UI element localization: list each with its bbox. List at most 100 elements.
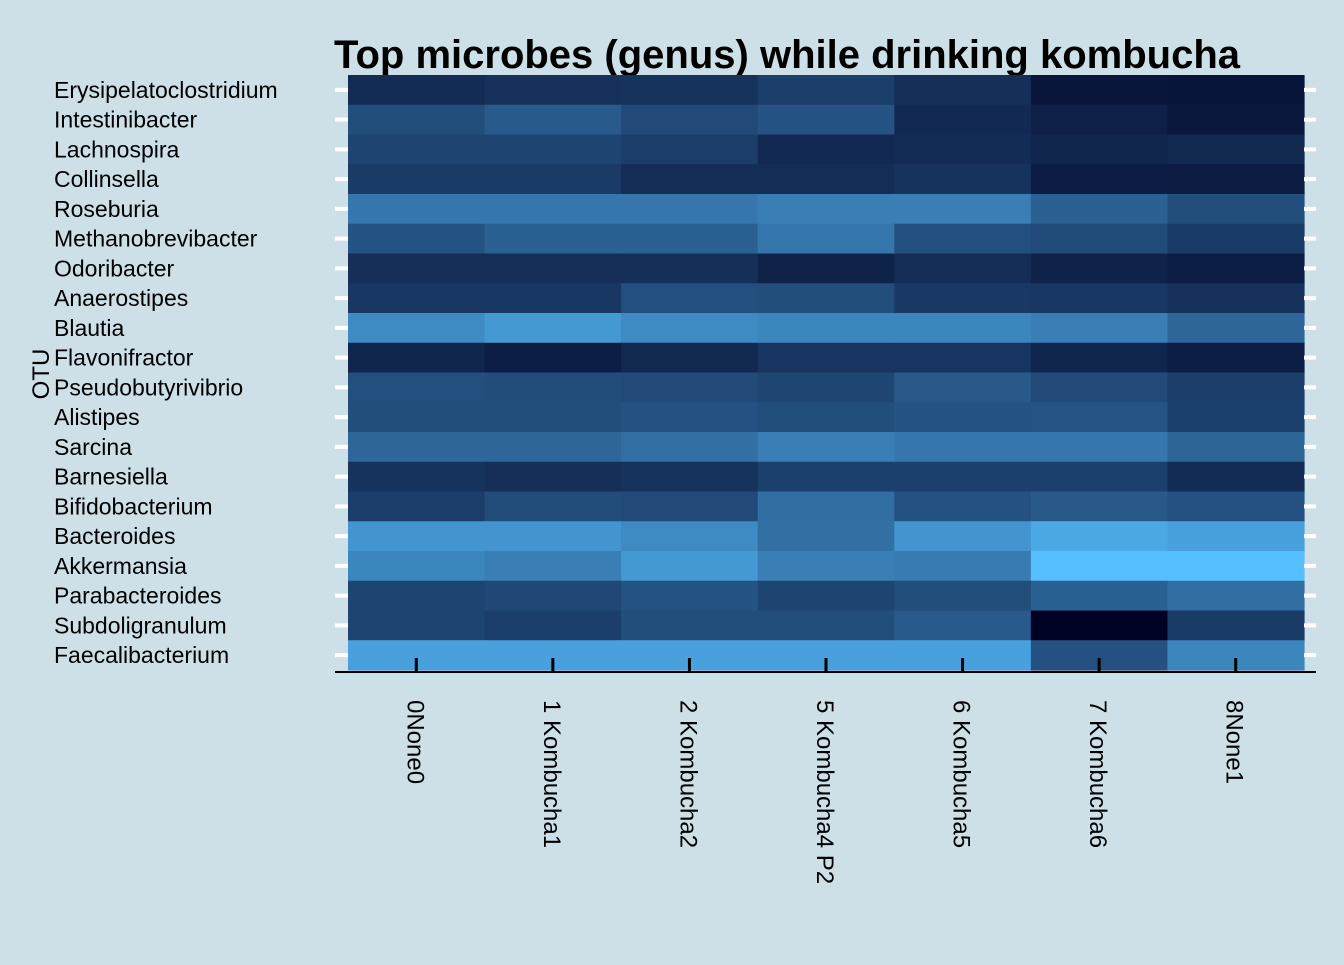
y-tick-label: Parabacteroides <box>54 583 222 609</box>
heatmap-cell <box>621 313 759 344</box>
heatmap-cell <box>757 551 895 582</box>
heatmap-cell <box>894 372 1032 403</box>
heatmap-cell <box>1030 313 1169 344</box>
x-tick-label: 8None1 <box>1221 700 1248 784</box>
heatmap-cell <box>1030 164 1169 195</box>
heatmap-cell <box>348 134 486 165</box>
heatmap-cell <box>757 313 895 344</box>
x-tick-label: 1 Kombucha1 <box>538 700 565 848</box>
heatmap-cell <box>348 551 486 582</box>
y-axis-title: OTU <box>28 349 55 400</box>
y-tick-label: Erysipelatoclostridium <box>54 77 278 103</box>
heatmap-cell <box>484 253 622 284</box>
heatmap-cell <box>1030 580 1169 612</box>
heatmap-cell <box>894 75 1032 106</box>
heatmap-cell <box>621 283 759 314</box>
heatmap-cell <box>1030 223 1169 255</box>
heatmap-cell <box>621 491 759 522</box>
x-tick-label: 6 Kombucha5 <box>948 700 975 848</box>
heatmap-cell <box>621 580 759 612</box>
x-tick-label: 7 Kombucha6 <box>1084 700 1111 848</box>
y-tick-label: Barnesiella <box>54 464 168 490</box>
heatmap-cell <box>894 580 1032 612</box>
heatmap-cell <box>484 164 622 195</box>
heatmap-cell <box>894 402 1032 433</box>
heatmap-cell <box>757 223 895 255</box>
heatmap-cell <box>1167 253 1305 284</box>
heatmap-cell <box>894 104 1032 136</box>
heatmap-cell <box>484 521 622 552</box>
heatmap-cell <box>348 104 486 136</box>
heatmap-cell <box>484 75 622 106</box>
heatmap-cell <box>484 342 622 374</box>
heatmap-cell <box>621 194 759 225</box>
y-tick-label: Pseudobutyrivibrio <box>54 374 243 400</box>
heatmap-cell <box>757 253 895 284</box>
heatmap-cell <box>757 491 895 522</box>
heatmap-cell <box>894 223 1032 255</box>
heatmap-cell <box>894 313 1032 344</box>
heatmap-cell <box>894 134 1032 165</box>
heatmap-cell <box>894 551 1032 582</box>
heatmap-cell <box>621 342 759 374</box>
heatmap-cell <box>348 610 486 641</box>
heatmap-cell <box>1167 223 1305 255</box>
heatmap-cell <box>621 432 759 463</box>
heatmap-cell <box>348 75 486 106</box>
y-tick-label: Faecalibacterium <box>54 642 229 668</box>
heatmap-cell <box>1167 551 1305 582</box>
heatmap-cell <box>484 491 622 522</box>
heatmap-cell <box>1167 491 1305 522</box>
heatmap-cell <box>1030 610 1169 641</box>
y-tick-label: Methanobrevibacter <box>54 226 258 252</box>
heatmap-cell <box>621 253 759 284</box>
heatmap-cell <box>757 134 895 165</box>
heatmap-cell <box>894 283 1032 314</box>
heatmap-cell <box>1167 134 1305 165</box>
heatmap-cell <box>757 164 895 195</box>
heatmap-cell <box>894 253 1032 284</box>
y-tick-label: Alistipes <box>54 404 140 430</box>
heatmap-cell <box>894 194 1032 225</box>
y-axis-ticks <box>335 87 1316 658</box>
heatmap-cell <box>621 134 759 165</box>
heatmap-cell <box>484 372 622 403</box>
heatmap-cell <box>894 342 1032 374</box>
heatmap-cell <box>1167 580 1305 612</box>
heatmap-cell <box>894 491 1032 522</box>
heatmap-cell <box>484 104 622 136</box>
heatmap-cell <box>621 372 759 403</box>
heatmap-cell <box>1030 521 1169 552</box>
heatmap-cell <box>1030 491 1169 522</box>
y-tick-label: Odoribacter <box>54 255 175 281</box>
heatmap-cell <box>757 283 895 314</box>
heatmap-cell <box>894 521 1032 552</box>
heatmap-cell <box>348 164 486 195</box>
heatmap-cell <box>1030 402 1169 433</box>
heatmap-cell <box>894 164 1032 195</box>
heatmap-cell <box>621 610 759 641</box>
y-tick-label: Flavonifractor <box>54 345 194 371</box>
heatmap-cell <box>757 432 895 463</box>
y-tick-label: Collinsella <box>54 166 159 192</box>
heatmap-cell <box>348 223 486 255</box>
y-axis-tick-labels: Erysipelatoclostridium Intestinibacter Lac… <box>54 77 278 668</box>
heatmap-cell <box>1030 461 1169 493</box>
heatmap-cell <box>348 402 486 433</box>
heatmap-cell <box>348 432 486 463</box>
heatmap-cell <box>1167 313 1305 344</box>
heatmap-cell <box>1030 283 1169 314</box>
heatmap-cell <box>1167 283 1305 314</box>
heatmap-cell <box>348 580 486 612</box>
heatmap-cell <box>1167 372 1305 403</box>
heatmap-cell <box>894 461 1032 493</box>
heatmap-cell <box>1030 194 1169 225</box>
heatmap-cell <box>894 432 1032 463</box>
heatmap-cell <box>757 521 895 552</box>
heatmap-cell <box>621 223 759 255</box>
heatmap-cell <box>484 461 622 493</box>
chart-title: Top microbes (genus) while drinking komb… <box>334 33 1241 77</box>
heatmap-cell <box>1167 610 1305 641</box>
y-tick-label: Akkermansia <box>54 553 187 579</box>
